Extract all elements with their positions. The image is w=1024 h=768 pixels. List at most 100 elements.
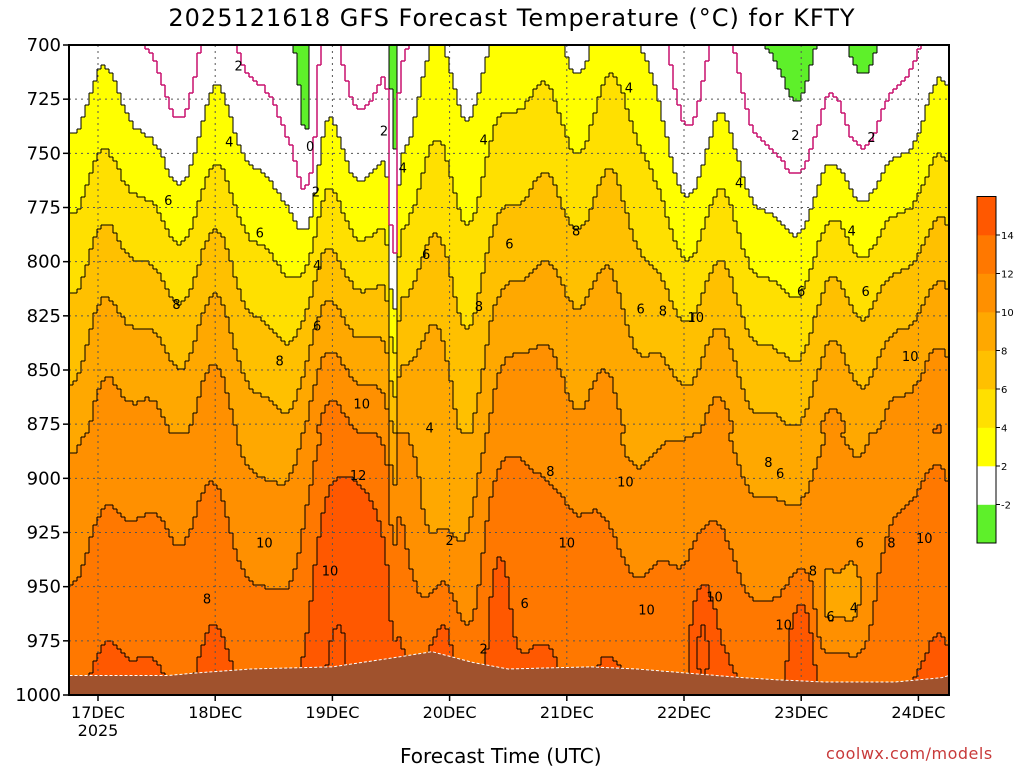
temperature-cell [189,429,238,434]
temperature-cell [813,201,914,206]
temperature-cell [637,465,642,470]
temperature-cell [397,637,402,642]
temperature-cell [477,605,490,610]
temperature-cell [401,641,434,646]
temperature-cell [317,377,354,382]
temperature-cell [217,293,242,298]
temperature-cell [701,425,734,430]
temperature-cell [737,373,818,378]
temperature-cell [421,85,454,90]
temperature-cell [613,273,662,278]
colorbar-tick-label: 12 [1001,270,1014,281]
temperature-cell [309,117,330,122]
temperature-cell [493,409,622,414]
temperature-cell [857,613,874,618]
temperature-cell [81,125,134,130]
temperature-cell [929,93,949,98]
temperature-cell [513,613,694,618]
temperature-cell [489,245,638,250]
source-credit[interactable]: coolwx.com/models [826,744,993,763]
temperature-cell [593,121,634,126]
temperature-cell [485,57,570,62]
temperature-cell [493,593,510,598]
temperature-cell [905,393,949,398]
temperature-cell [693,613,718,618]
temperature-cell [561,113,594,118]
temperature-cell [425,253,446,258]
temperature-cell [301,89,310,94]
temperature-cell [233,125,306,130]
temperature-cell [313,209,322,214]
temperature-cell [849,653,858,658]
temperature-cell [161,409,198,414]
temperature-cell [397,441,410,446]
temperature-cell [197,137,238,142]
temperature-cell [453,393,478,398]
temperature-cell [389,437,398,442]
temperature-cell [729,413,778,418]
temperature-cell [321,309,342,314]
temperature-cell [733,213,774,218]
temperature-cell [745,253,818,258]
temperature-cell [625,309,678,314]
temperature-cell [921,309,949,314]
temperature-cell [561,121,594,126]
temperature-cell [845,361,878,366]
temperature-cell [393,305,398,310]
temperature-cell [445,625,490,630]
temperature-cell [809,269,902,274]
temperature-cell [861,317,866,322]
temperature-cell [449,641,490,646]
temperature-cell [465,621,470,626]
temperature-cell [825,281,842,286]
temperature-cell [265,477,290,482]
temperature-cell [417,97,458,102]
temperature-cell [505,457,522,462]
contour-label: 4 [735,177,743,192]
temperature-cell [617,393,746,398]
temperature-cell [581,513,602,518]
temperature-cell [745,325,814,330]
temperature-cell [869,249,922,254]
temperature-cell [733,429,822,434]
temperature-cell [237,349,310,354]
temperature-cell [693,605,714,610]
temperature-cell [389,413,398,418]
temperature-cell [849,297,878,302]
temperature-cell [89,101,122,106]
temperature-cell [645,461,738,466]
y-tick-label: 975 [27,631,61,652]
temperature-cell [929,357,949,362]
temperature-cell [321,153,346,158]
temperature-cell [313,205,322,210]
temperature-cell [849,53,874,58]
contour-label: 6 [520,597,528,612]
temperature-cell [793,97,802,102]
temperature-cell [841,349,882,354]
temperature-cell [89,537,174,542]
temperature-cell [389,365,398,370]
temperature-cell [69,125,82,130]
temperature-cell [669,221,706,226]
temperature-cell [389,477,394,482]
temperature-cell [485,257,646,262]
temperature-cell [301,657,410,662]
temperature-cell [805,281,826,286]
temperature-cell [101,149,110,154]
temperature-cell [313,465,390,470]
temperature-cell [325,501,374,506]
temperature-cell [397,241,402,246]
temperature-cell [209,625,218,630]
temperature-cell [93,665,162,670]
temperature-cell [825,353,846,358]
temperature-cell [705,225,738,230]
temperature-cell [349,221,390,226]
temperature-cell [881,285,934,290]
temperature-cell [709,585,746,590]
temperature-cell [661,117,718,122]
temperature-cell [737,365,822,370]
temperature-cell [481,81,542,86]
temperature-cell [873,245,922,250]
temperature-cell [929,293,949,298]
temperature-cell [709,337,730,342]
